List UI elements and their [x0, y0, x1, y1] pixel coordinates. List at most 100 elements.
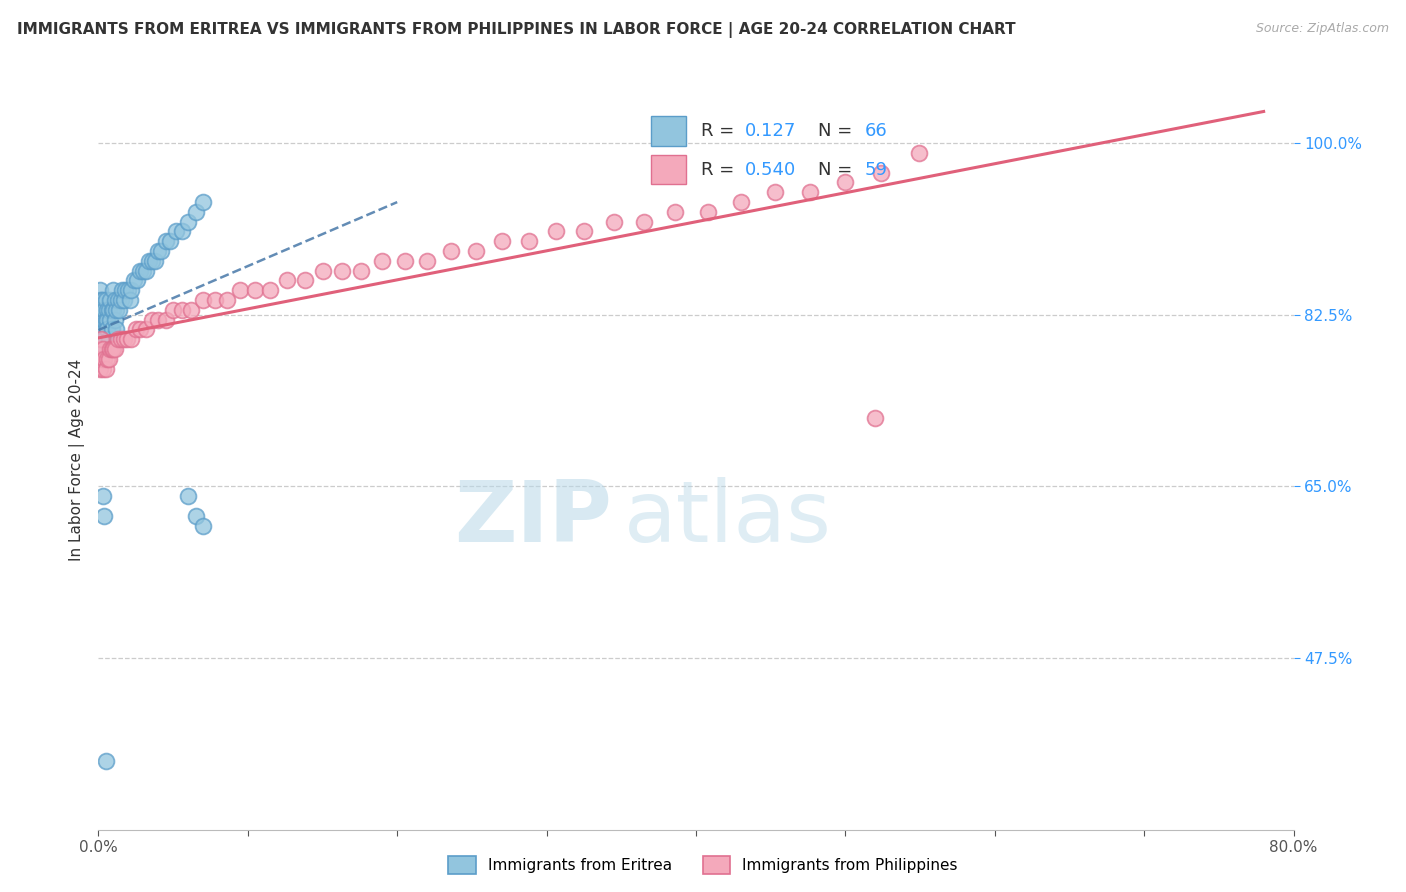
- Point: [97, 302, 120, 317]
- Point: [491, 234, 513, 248]
- Point: [98, 342, 122, 356]
- Text: atlas: atlas: [624, 477, 832, 560]
- Point: [97, 332, 120, 346]
- Point: [229, 283, 252, 297]
- Point: [93, 302, 115, 317]
- Point: [120, 332, 142, 346]
- Point: [204, 293, 226, 307]
- Point: [870, 165, 893, 179]
- Point: [148, 312, 170, 326]
- Point: [125, 322, 148, 336]
- Point: [191, 194, 214, 209]
- Point: [101, 322, 124, 336]
- Point: [633, 214, 655, 228]
- Point: [89, 293, 111, 307]
- Point: [120, 283, 142, 297]
- Point: [115, 332, 138, 346]
- Point: [129, 263, 152, 277]
- Point: [172, 224, 194, 238]
- Point: [110, 332, 132, 346]
- Point: [114, 283, 136, 297]
- Point: [191, 293, 214, 307]
- Point: [517, 234, 540, 248]
- Point: [572, 224, 595, 238]
- Point: [89, 332, 111, 346]
- Point: [143, 253, 166, 268]
- Point: [89, 361, 111, 376]
- Point: [94, 342, 117, 356]
- Point: [91, 312, 114, 326]
- Text: ZIP: ZIP: [454, 477, 613, 560]
- Point: [93, 508, 115, 523]
- Point: [155, 312, 177, 326]
- Point: [350, 263, 373, 277]
- Point: [172, 302, 194, 317]
- Point: [276, 273, 298, 287]
- Point: [101, 302, 124, 317]
- Point: [93, 351, 115, 366]
- Point: [141, 253, 163, 268]
- Point: [311, 263, 333, 277]
- Point: [259, 283, 281, 297]
- Point: [98, 312, 122, 326]
- Point: [132, 263, 155, 277]
- Point: [177, 489, 200, 503]
- Point: [117, 283, 139, 297]
- Point: [371, 253, 394, 268]
- Point: [165, 224, 187, 238]
- Point: [94, 293, 117, 307]
- Point: [799, 185, 821, 199]
- Point: [101, 342, 124, 356]
- Point: [96, 302, 118, 317]
- Point: [834, 175, 856, 189]
- Point: [191, 518, 214, 533]
- Point: [465, 244, 488, 258]
- Point: [89, 342, 111, 356]
- Point: [96, 322, 118, 336]
- Y-axis label: In Labor Force | Age 20-24: In Labor Force | Age 20-24: [69, 359, 84, 560]
- Point: [124, 273, 146, 287]
- Point: [112, 293, 135, 307]
- Point: [104, 312, 127, 326]
- Point: [141, 312, 163, 326]
- Point: [118, 293, 141, 307]
- Point: [865, 410, 887, 425]
- Text: Source: ZipAtlas.com: Source: ZipAtlas.com: [1256, 22, 1389, 36]
- Point: [91, 342, 114, 356]
- Point: [135, 322, 157, 336]
- Point: [90, 302, 112, 317]
- Point: [664, 204, 686, 219]
- Point: [180, 302, 202, 317]
- Point: [294, 273, 316, 287]
- Point: [91, 361, 114, 376]
- Point: [440, 244, 463, 258]
- Legend: Immigrants from Eritrea, Immigrants from Philippines: Immigrants from Eritrea, Immigrants from…: [441, 850, 965, 880]
- Point: [155, 234, 177, 248]
- Point: [93, 312, 115, 326]
- Point: [89, 312, 111, 326]
- Point: [89, 302, 111, 317]
- Point: [159, 234, 181, 248]
- Point: [162, 302, 184, 317]
- Point: [96, 351, 118, 366]
- Point: [138, 253, 160, 268]
- Point: [105, 302, 128, 317]
- Point: [96, 312, 118, 326]
- Point: [245, 283, 267, 297]
- Point: [103, 283, 125, 297]
- Point: [104, 293, 127, 307]
- Point: [90, 351, 112, 366]
- Point: [416, 253, 439, 268]
- Point: [697, 204, 720, 219]
- Point: [103, 302, 125, 317]
- Point: [97, 351, 120, 366]
- Point: [105, 322, 128, 336]
- Point: [730, 194, 752, 209]
- Point: [94, 312, 117, 326]
- Point: [91, 293, 114, 307]
- Point: [184, 204, 207, 219]
- Point: [91, 302, 114, 317]
- Point: [103, 342, 125, 356]
- Point: [215, 293, 238, 307]
- Point: [907, 145, 929, 160]
